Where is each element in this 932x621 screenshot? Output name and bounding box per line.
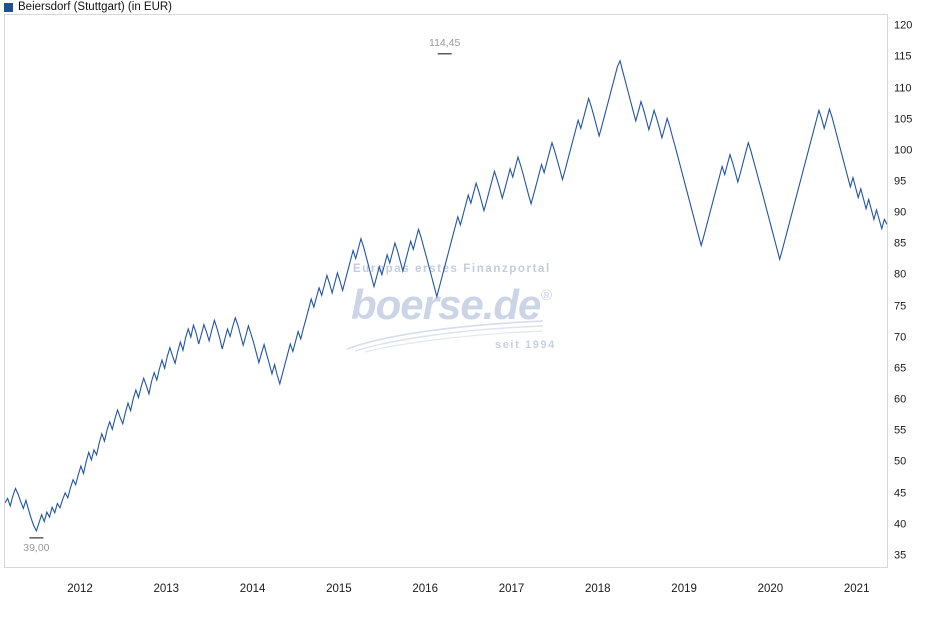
y-axis-tick-label: 50 [894,455,907,468]
y-axis-tick-label: 85 [894,237,907,250]
y-axis-tick-label: 65 [894,362,907,375]
legend-label: Beiersdorf (Stuttgart) (in EUR) [18,1,173,13]
y-axis-tick-label: 110 [894,82,912,94]
y-axis-tick-label: 105 [894,113,913,126]
plot-area: Europas erstes Finanzportal boerse.de ® … [4,14,888,568]
x-axis-tick-label: 2020 [757,583,784,595]
x-axis-tick-label: 2015 [326,583,352,595]
x-axis-tick-label: 2018 [585,583,611,595]
x-axis-tick-label: 2019 [671,583,697,595]
x-axis-tick-label: 2017 [498,583,525,595]
x-axis-tick-label: 2012 [67,583,93,595]
low-value-label: 39,00 [23,541,50,554]
y-axis-tick-label: 35 [894,549,907,562]
y-axis-tick-label: 70 [894,331,907,344]
y-axis-tick-label: 120 [894,19,913,32]
y-axis-tick-label: 80 [894,268,907,281]
y-axis-tick-label: 115 [894,50,912,63]
price-series [5,53,887,539]
high-value-label: 114,45 [429,36,461,49]
y-axis-tick-label: 45 [894,487,907,499]
y-axis-tick-label: 100 [894,144,913,157]
y-axis-tick-label: 95 [894,175,907,188]
x-axis-tick-label: 2016 [412,583,438,595]
chart-legend: Beiersdorf (Stuttgart) (in EUR) [4,0,172,15]
y-axis-tick-label: 40 [894,518,907,531]
y-axis-tick-label: 75 [894,300,907,313]
legend-color-swatch [4,3,13,12]
y-axis-tick-label: 60 [894,393,907,406]
price-line [5,59,887,533]
x-axis-tick-label: 2013 [153,583,180,595]
x-axis-tick-label: 2014 [239,583,266,595]
x-axis-tick-label: 2021 [843,583,870,595]
y-axis-tick-label: 55 [894,424,907,437]
y-axis-tick-label: 90 [894,206,907,219]
